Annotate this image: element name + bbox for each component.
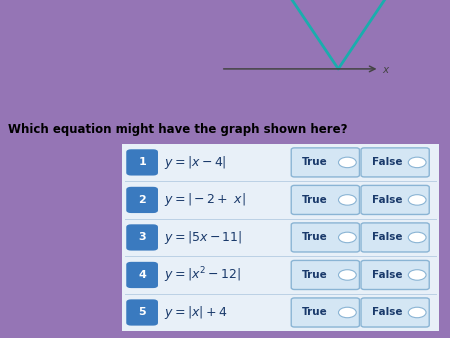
Circle shape bbox=[338, 307, 356, 318]
Text: 4: 4 bbox=[138, 270, 146, 280]
Text: True: True bbox=[302, 158, 328, 167]
FancyBboxPatch shape bbox=[126, 299, 158, 325]
Text: $y = |x^2 - 12|$: $y = |x^2 - 12|$ bbox=[164, 265, 241, 285]
FancyBboxPatch shape bbox=[291, 298, 360, 327]
Text: False: False bbox=[372, 158, 403, 167]
Text: $y = |x| + 4$: $y = |x| + 4$ bbox=[164, 304, 228, 321]
Circle shape bbox=[408, 307, 426, 318]
Text: False: False bbox=[372, 233, 403, 242]
Text: x: x bbox=[382, 65, 389, 75]
FancyBboxPatch shape bbox=[291, 185, 360, 215]
Text: False: False bbox=[372, 195, 403, 205]
Circle shape bbox=[338, 232, 356, 243]
FancyBboxPatch shape bbox=[361, 260, 429, 290]
FancyBboxPatch shape bbox=[126, 262, 158, 288]
Text: True: True bbox=[302, 233, 328, 242]
Text: $y = |x - 4|$: $y = |x - 4|$ bbox=[164, 154, 227, 171]
Circle shape bbox=[338, 270, 356, 280]
FancyBboxPatch shape bbox=[291, 260, 360, 290]
Text: False: False bbox=[372, 270, 403, 280]
FancyBboxPatch shape bbox=[291, 223, 360, 252]
Circle shape bbox=[338, 195, 356, 205]
Circle shape bbox=[408, 157, 426, 168]
FancyBboxPatch shape bbox=[126, 224, 158, 250]
Text: False: False bbox=[372, 308, 403, 317]
FancyBboxPatch shape bbox=[291, 148, 360, 177]
Circle shape bbox=[408, 195, 426, 205]
FancyBboxPatch shape bbox=[361, 185, 429, 215]
Text: 5: 5 bbox=[138, 308, 146, 317]
Text: True: True bbox=[302, 195, 328, 205]
FancyBboxPatch shape bbox=[126, 187, 158, 213]
Circle shape bbox=[408, 232, 426, 243]
FancyBboxPatch shape bbox=[361, 223, 429, 252]
Text: $y = |-2 +\ x|$: $y = |-2 +\ x|$ bbox=[164, 191, 246, 209]
Circle shape bbox=[408, 270, 426, 280]
Text: True: True bbox=[302, 270, 328, 280]
FancyBboxPatch shape bbox=[126, 149, 158, 175]
Text: 3: 3 bbox=[138, 233, 146, 242]
Circle shape bbox=[338, 157, 356, 168]
FancyBboxPatch shape bbox=[361, 148, 429, 177]
Text: 2: 2 bbox=[138, 195, 146, 205]
FancyBboxPatch shape bbox=[361, 298, 429, 327]
Text: $y = |5x - 11|$: $y = |5x - 11|$ bbox=[164, 229, 243, 246]
Text: True: True bbox=[302, 308, 328, 317]
Text: 1: 1 bbox=[138, 158, 146, 167]
Text: Which equation might have the graph shown here?: Which equation might have the graph show… bbox=[8, 123, 347, 136]
FancyBboxPatch shape bbox=[120, 143, 441, 332]
